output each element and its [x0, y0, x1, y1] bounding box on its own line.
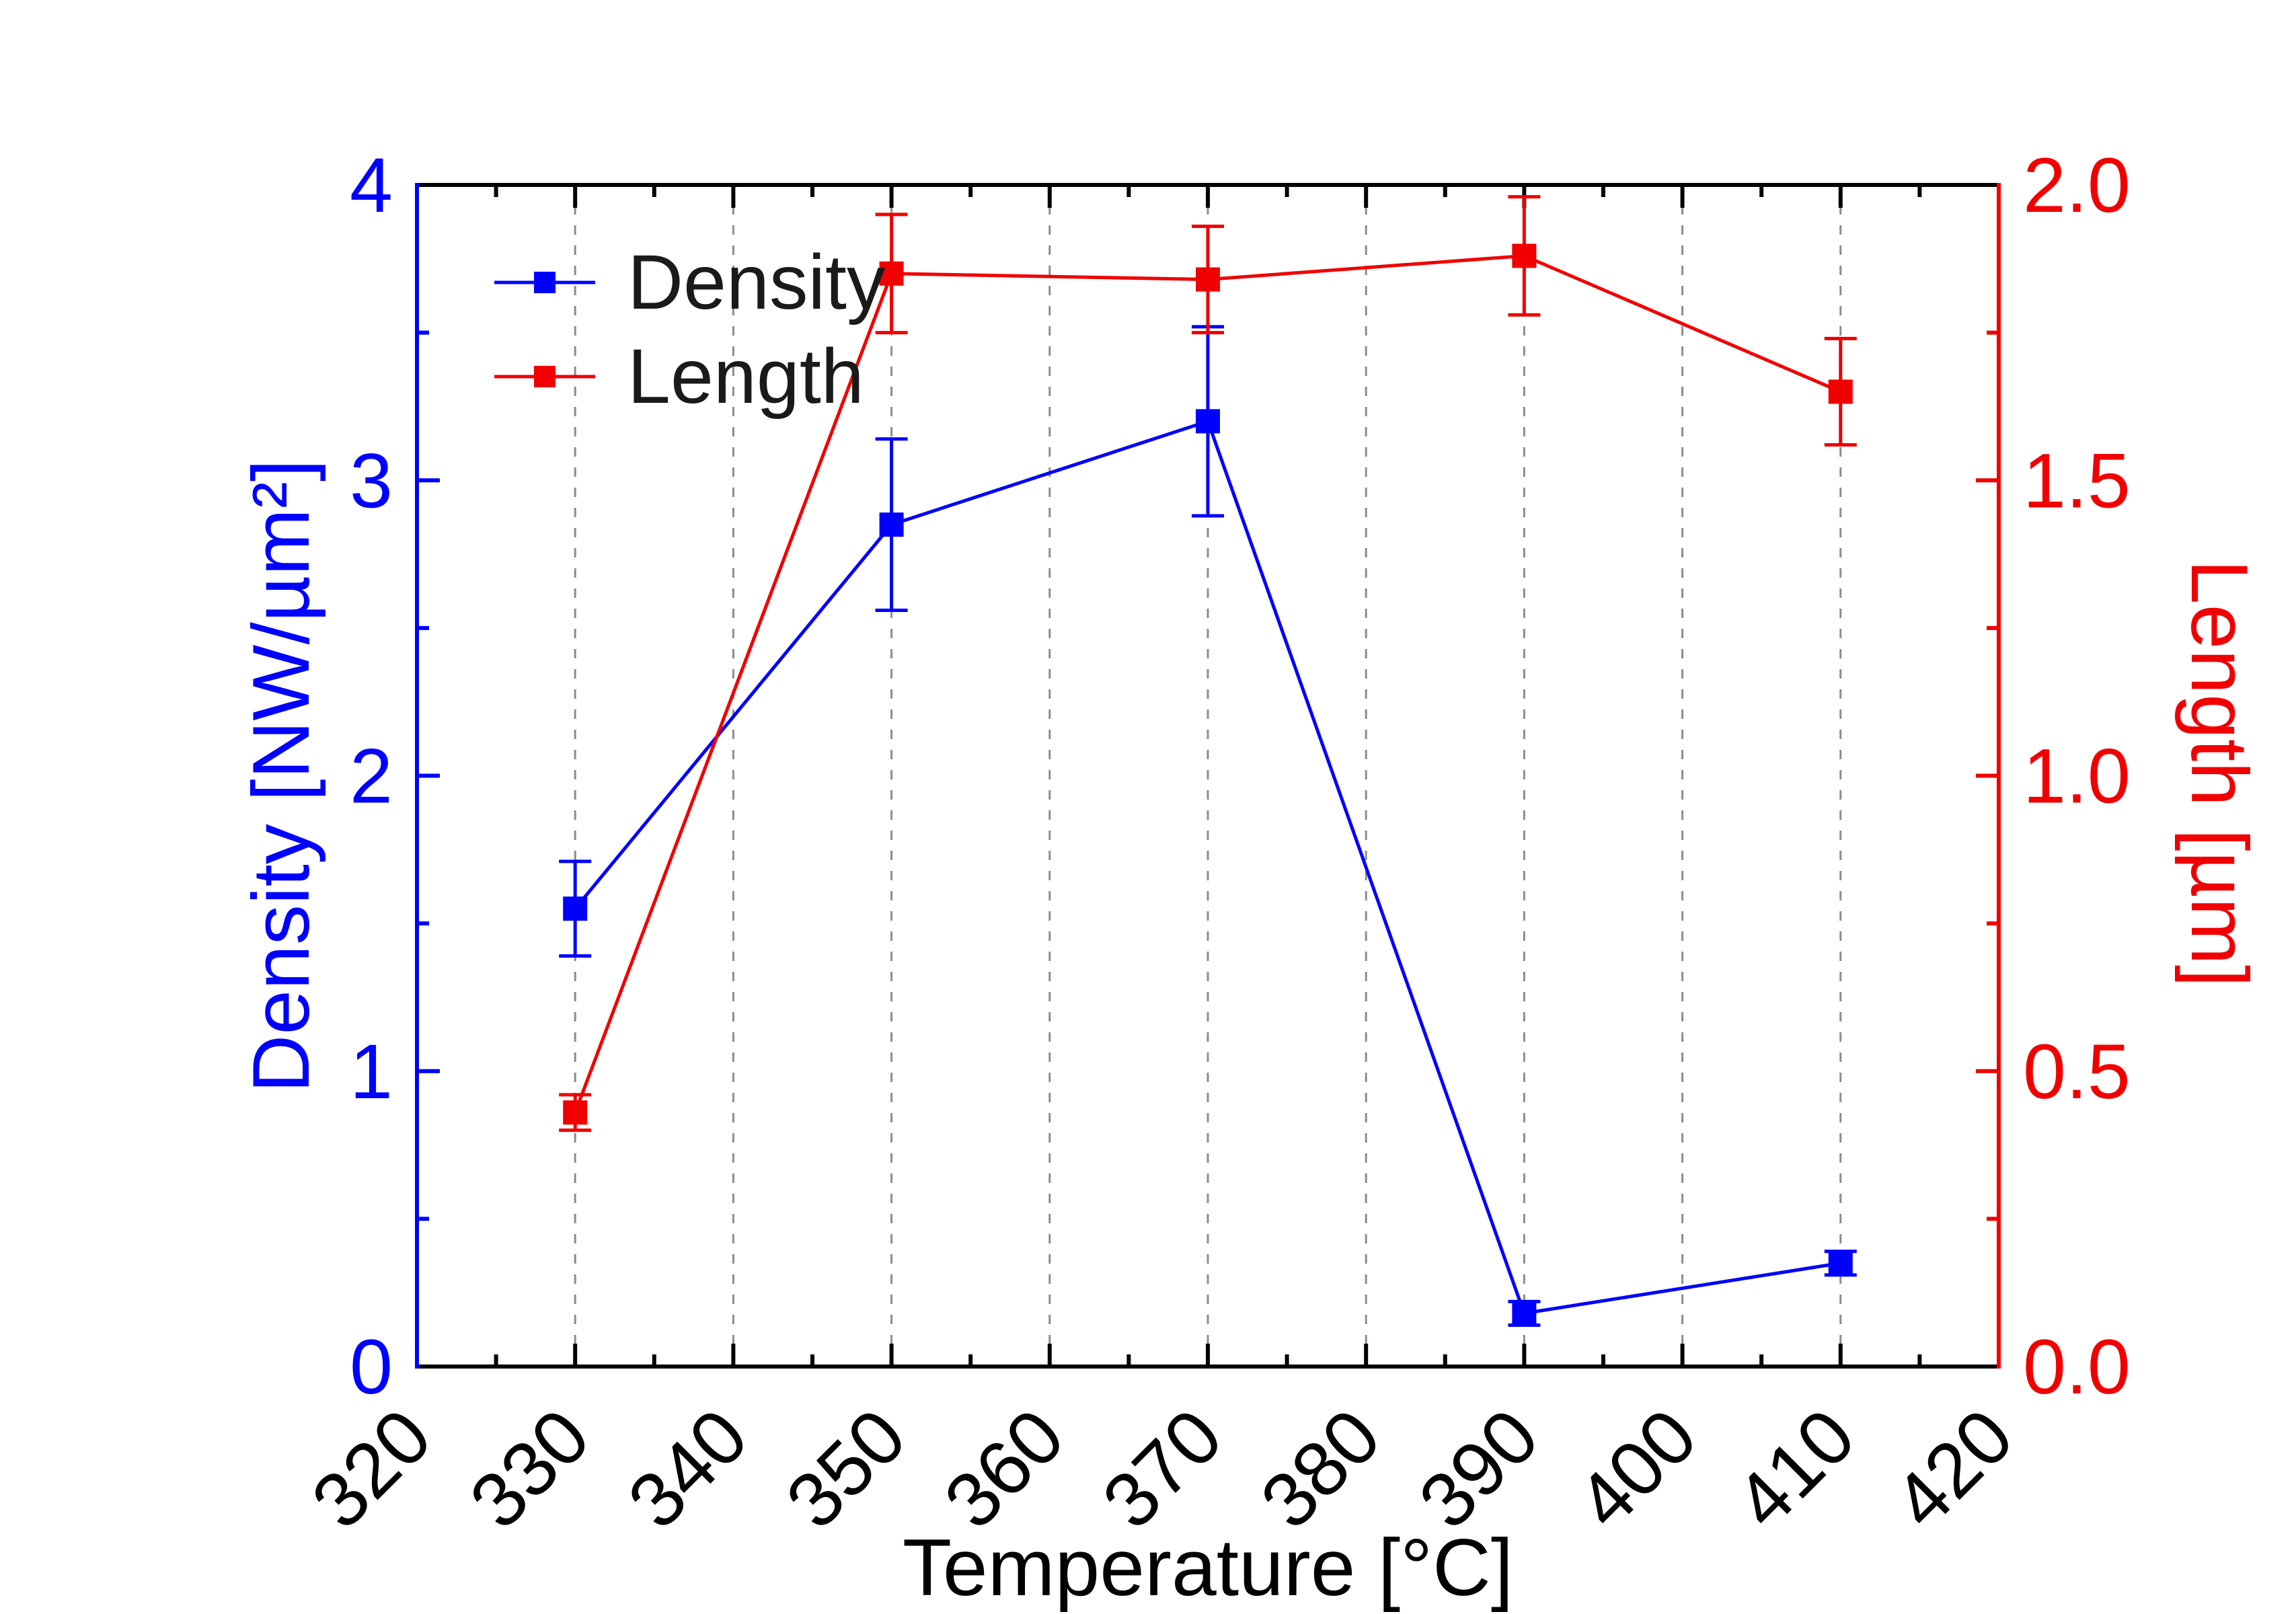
legend-label-density: Density [627, 239, 886, 325]
legend-label-length: Length [627, 333, 864, 420]
x-tick-label-330: 330 [454, 1393, 606, 1545]
x-tick-label-350: 350 [770, 1393, 922, 1545]
y-right-tick-label-0.5: 0.5 [2023, 1029, 2131, 1115]
density-marker [1512, 1301, 1537, 1325]
length-legend-square-icon [534, 366, 556, 387]
y-left-tick-label-4: 4 [350, 143, 393, 229]
y-left-tick-label-0: 0 [350, 1324, 393, 1410]
x-axis-label: Temperature [°C] [902, 1523, 1514, 1613]
density-marker [1828, 1251, 1853, 1276]
y-left-tick-label-1: 1 [350, 1029, 393, 1115]
x-tick-label-340: 340 [612, 1393, 764, 1545]
y-axis-label-right: Length [µm] [2174, 559, 2264, 988]
length-marker [1828, 379, 1853, 404]
x-tick-label-410: 410 [1719, 1393, 1871, 1545]
length-marker [1196, 267, 1220, 292]
y-axis-label-left: Density [NW/µm²] [236, 459, 326, 1093]
length-legend-marker-icon [494, 363, 595, 390]
y-right-tick-label-1.5: 1.5 [2023, 438, 2131, 524]
x-tick-label-420: 420 [1877, 1393, 2029, 1545]
y-left-tick-label-2: 2 [350, 734, 393, 820]
density-marker [1196, 409, 1220, 434]
length-marker [1512, 243, 1537, 268]
y-right-tick-label-2.0: 2.0 [2023, 143, 2131, 229]
density-legend-marker-icon [494, 269, 595, 296]
length-marker [563, 1100, 588, 1125]
y-right-tick-label-0.0: 0.0 [2023, 1324, 2131, 1410]
y-left-tick-label-3: 3 [350, 438, 393, 524]
density-marker [563, 896, 588, 921]
legend-entry-length: Length [494, 330, 885, 424]
length-marker [879, 261, 904, 286]
x-tick-label-320: 320 [295, 1393, 447, 1545]
density-legend-square-icon [534, 272, 556, 293]
y-right-tick-label-1.0: 1.0 [2023, 734, 2131, 820]
legend-entry-density: Density [494, 235, 885, 330]
density-marker [879, 512, 904, 537]
legend: Density Length [494, 235, 885, 424]
x-tick-label-400: 400 [1561, 1393, 1713, 1545]
